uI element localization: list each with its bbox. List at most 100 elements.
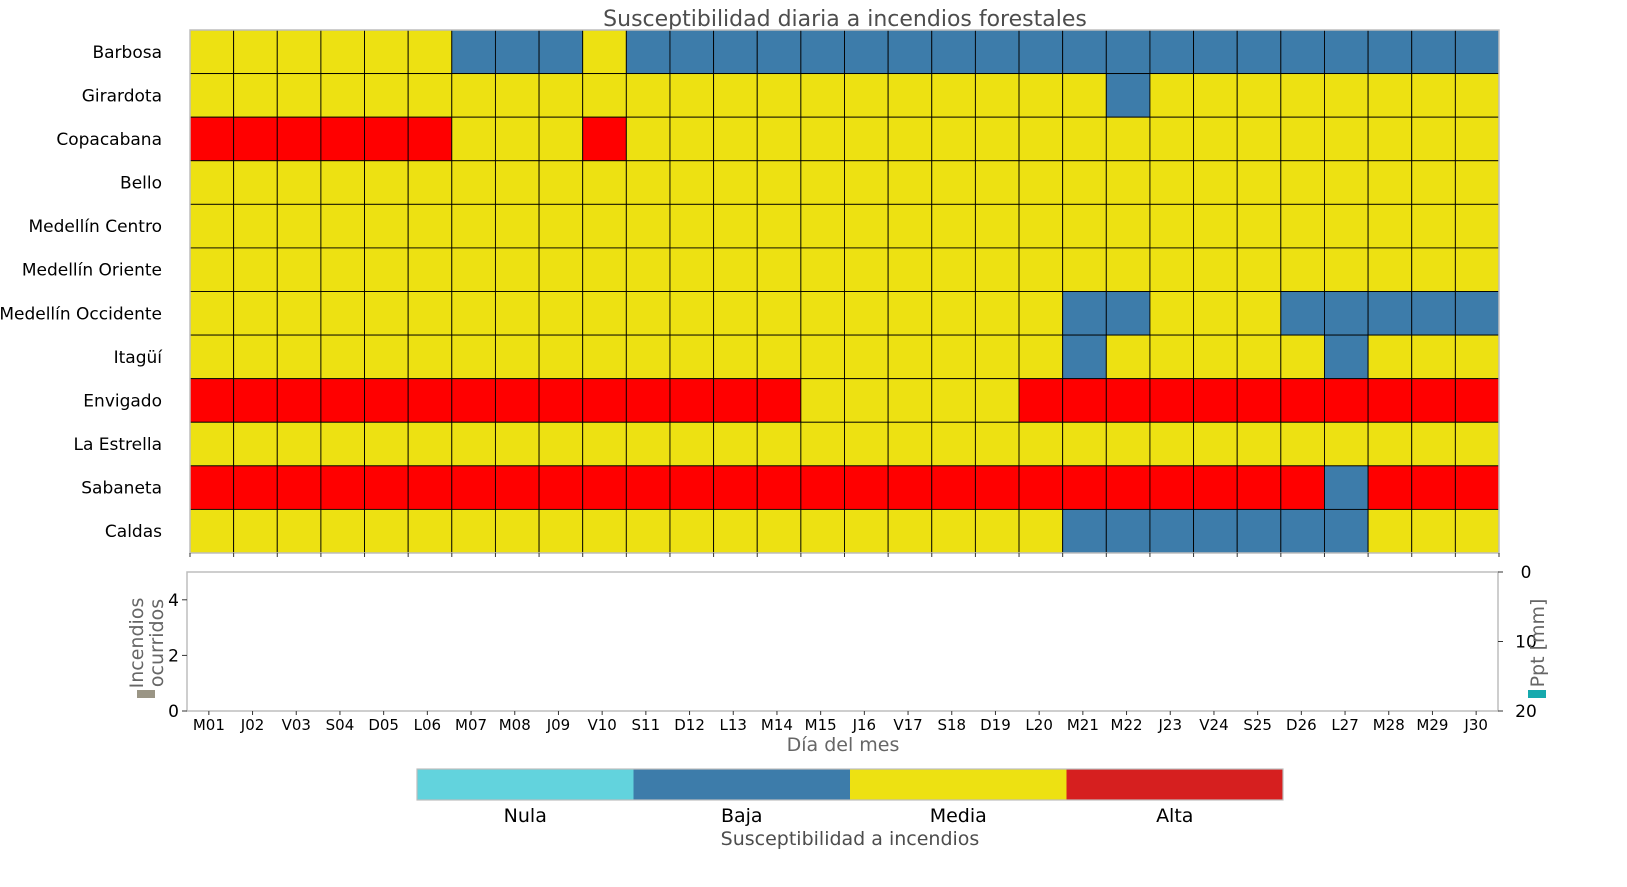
colorbar-segment	[633, 769, 850, 800]
heatmap-cell	[364, 465, 409, 510]
heatmap-cell	[364, 160, 409, 205]
heatmap-cell	[1236, 465, 1282, 510]
heatmap-cell	[1149, 421, 1195, 467]
heatmap-cell	[669, 203, 715, 249]
heatmap-cell	[1149, 116, 1195, 162]
day-x-tick-label: J02	[240, 716, 265, 734]
heatmap-cell	[974, 160, 1020, 205]
heatmap-cell	[276, 247, 322, 292]
precip-axis-tick-label: 20	[1515, 702, 1537, 722]
heatmap-cell	[844, 421, 889, 467]
heatmap-cell	[1193, 247, 1238, 292]
heatmap-cell	[1411, 247, 1456, 292]
heatmap-cell	[800, 247, 845, 292]
fires-axis-tick-label: 2	[168, 646, 179, 666]
heatmap-cell	[582, 160, 627, 205]
heatmap-cell	[538, 378, 584, 423]
heatmap-cell	[1411, 508, 1456, 554]
heatmap-cell	[844, 73, 889, 118]
heatmap-cell	[233, 247, 278, 292]
heatmap-cell	[844, 291, 889, 336]
heatmap-cell	[233, 291, 278, 336]
day-x-tick-label: M14	[761, 716, 793, 734]
heatmap-cell	[887, 160, 933, 205]
heatmap-cell	[582, 116, 627, 162]
precip-legend-swatch	[1528, 690, 1546, 698]
heatmap-cell	[538, 508, 584, 554]
heatmap-cell	[1411, 378, 1456, 423]
heatmap-cell	[407, 421, 453, 467]
heatmap-cell	[1454, 160, 1500, 205]
day-x-tick-label: J23	[1157, 716, 1182, 734]
heatmap-cell	[625, 203, 671, 249]
heatmap-cell	[233, 465, 278, 510]
colorbar-segment	[850, 769, 1067, 800]
heatmap-cell	[1105, 508, 1151, 554]
heatmap-cell	[1411, 73, 1456, 118]
day-x-ticks: M01 J02 V03 S04 D05 L06 M07 M08 J09 V10 S11 D12 L13 M…	[193, 711, 1488, 734]
heatmap-cell	[1324, 465, 1369, 510]
heatmap-cell	[538, 421, 584, 467]
heatmap-cell	[1454, 334, 1500, 380]
heatmap-cell	[189, 508, 235, 554]
heatmap-cell	[233, 421, 278, 467]
heatmap-cell	[276, 291, 322, 336]
heatmap-cell	[1280, 291, 1325, 336]
heatmap-cell	[189, 334, 235, 380]
heatmap-cell	[1367, 334, 1413, 380]
heatmap-cell	[1018, 116, 1064, 162]
heatmap-cell	[1411, 29, 1456, 75]
heatmap-cell	[1324, 334, 1369, 380]
day-x-tick-label: M28	[1373, 716, 1405, 734]
heatmap-cell	[1454, 508, 1500, 554]
heatmap-cell	[320, 29, 365, 75]
heatmap-cell	[1280, 160, 1325, 205]
heatmap-cell	[1149, 203, 1195, 249]
heatmap-cell	[1062, 378, 1107, 423]
precip-axis-tick-label: 0	[1521, 563, 1532, 583]
lower-plot-frame	[186, 571, 1499, 712]
heatmap-cell	[233, 334, 278, 380]
heatmap-cell	[625, 29, 671, 75]
colorbar-label: Susceptibilidad a incendios	[721, 828, 980, 850]
heatmap-cell	[189, 160, 235, 205]
heatmap-cell	[1236, 421, 1282, 467]
heatmap-cell	[625, 334, 671, 380]
heatmap-cell	[1280, 421, 1325, 467]
heatmap-cell	[1280, 29, 1325, 75]
colorbar-tick-label: Media	[930, 805, 987, 827]
heatmap-cell	[364, 203, 409, 249]
heatmap-cell	[1367, 203, 1413, 249]
heatmap-cell	[756, 421, 802, 467]
heatmap-cell	[1324, 378, 1369, 423]
heatmap-cell	[1062, 29, 1107, 75]
heatmap-cell	[1454, 247, 1500, 292]
heatmap-row-label: Sabaneta	[81, 479, 162, 499]
heatmap-cell	[844, 203, 889, 249]
heatmap-cell	[625, 421, 671, 467]
heatmap-cell	[407, 334, 453, 380]
heatmap-cell	[494, 247, 540, 292]
heatmap-cell	[494, 203, 540, 249]
heatmap-cell	[1018, 29, 1064, 75]
heatmap-cell	[713, 73, 758, 118]
heatmap-cell	[538, 291, 584, 336]
heatmap-cell	[1149, 29, 1195, 75]
day-x-tick-label: J30	[1463, 716, 1488, 734]
heatmap-cell	[538, 334, 584, 380]
heatmap-cell	[1411, 421, 1456, 467]
heatmap-cell	[1324, 203, 1369, 249]
heatmap-cell	[931, 73, 976, 118]
heatmap-cell	[887, 465, 933, 510]
fires-legend-swatch	[137, 690, 155, 698]
heatmap-cell	[233, 73, 278, 118]
heatmap-cell	[713, 203, 758, 249]
heatmap-cell	[1454, 465, 1500, 510]
heatmap-cell	[1367, 160, 1413, 205]
heatmap-cell	[625, 508, 671, 554]
heatmap-cell	[582, 334, 627, 380]
heatmap-cell	[233, 116, 278, 162]
heatmap-cell	[189, 116, 235, 162]
heatmap-cell	[276, 508, 322, 554]
heatmap-cell	[364, 508, 409, 554]
